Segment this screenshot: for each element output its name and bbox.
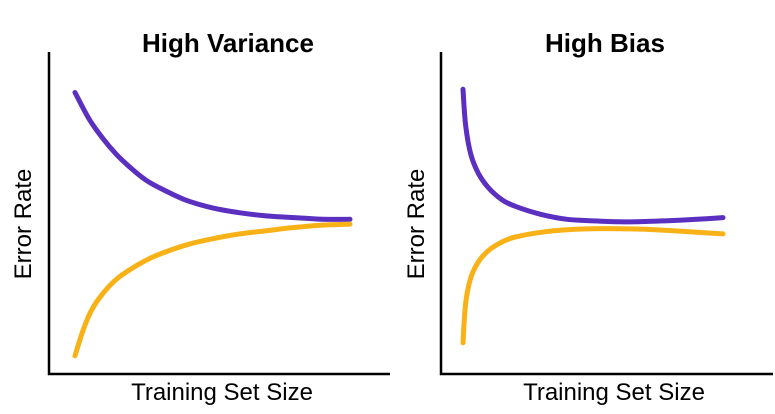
series-layer (460, 86, 726, 346)
axis-lines (47, 52, 390, 376)
series-layer (72, 90, 353, 359)
x-axis-label: Training Set Size (523, 379, 705, 406)
chart-title: High Bias (545, 28, 665, 58)
series-line-upper (460, 86, 726, 225)
y-axis-label: Error Rate (10, 169, 37, 280)
x-axis-label: Training Set Size (131, 379, 313, 406)
series-line-lower (460, 226, 726, 346)
chart-panel-high-bias: High Bias Error Rate Training Set Size (403, 28, 773, 406)
chart-panel-high-variance: High Variance Error Rate Training Set Si… (10, 28, 390, 406)
series-line-lower (72, 221, 353, 359)
y-axis-label: Error Rate (403, 169, 430, 280)
axis-lines (439, 52, 773, 376)
series-line-upper (72, 90, 353, 222)
chart-title: High Variance (142, 28, 314, 58)
